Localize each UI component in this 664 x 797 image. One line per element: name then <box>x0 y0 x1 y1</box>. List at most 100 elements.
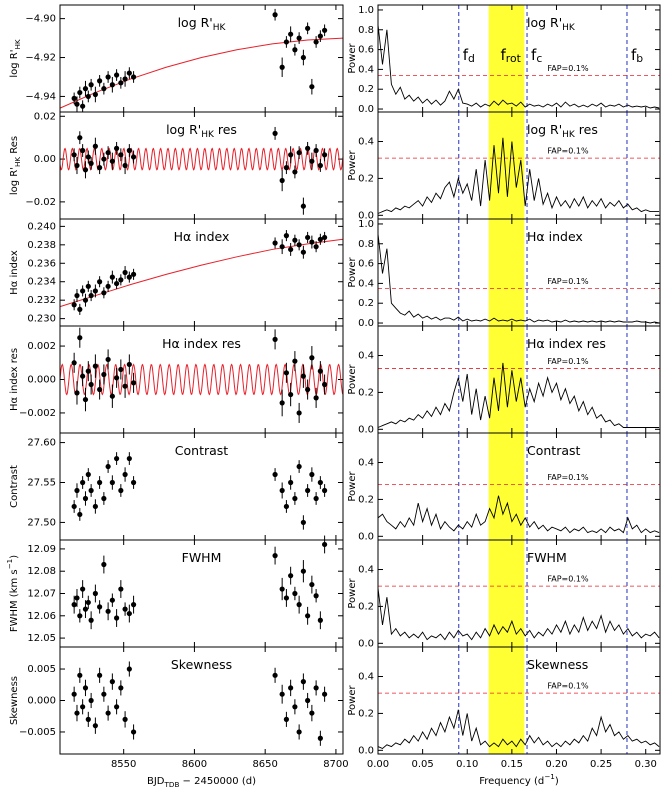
data-point <box>279 177 285 184</box>
y-axis-label: Power <box>347 577 358 608</box>
data-point <box>114 145 120 151</box>
y-axis-label: Hα index res <box>9 348 20 411</box>
data-point <box>126 70 132 76</box>
text-part: Power <box>347 256 358 287</box>
data-point <box>272 672 278 678</box>
text-part: Skewness <box>171 657 232 672</box>
text-part: b <box>636 52 643 65</box>
data-point <box>300 519 306 526</box>
data-point <box>105 283 111 289</box>
text-part: res <box>575 122 598 137</box>
y-tick-label: 0.6 <box>358 45 374 56</box>
data-point <box>92 590 98 597</box>
data-point <box>77 672 83 678</box>
y-tick-label: 27.60 <box>27 438 56 449</box>
y-tick-label: 0.4 <box>358 351 374 362</box>
data-point <box>118 152 124 158</box>
data-point <box>130 479 137 486</box>
data-point <box>130 729 137 735</box>
data-point <box>80 103 86 109</box>
band-label: frot <box>501 46 521 66</box>
y-tick-label: 0.4 <box>358 278 374 289</box>
y-tick-label: 0.230 <box>27 314 56 325</box>
data-point <box>82 86 89 92</box>
data-point <box>279 586 285 592</box>
text-part: − 2450000 (d) <box>179 776 256 787</box>
data-point <box>74 101 80 107</box>
data-point <box>118 80 124 86</box>
data-point <box>313 244 319 250</box>
data-point <box>309 355 315 361</box>
x-tick-label: 0.00 <box>367 759 389 770</box>
power-line <box>377 587 660 641</box>
text-part: Contrast <box>175 443 229 458</box>
text-part: ) <box>9 555 20 559</box>
rotation-band <box>488 219 525 326</box>
data-point <box>272 130 278 136</box>
data-point <box>309 710 315 716</box>
x-tick-label: 0.25 <box>590 759 612 770</box>
data-point <box>92 288 98 294</box>
data-point <box>283 165 289 171</box>
data-point <box>313 685 319 691</box>
panel-title: Contrast <box>175 443 229 458</box>
text-part: Power <box>347 42 358 73</box>
data-point <box>82 606 89 612</box>
y-axis-label: Power <box>347 256 358 287</box>
panel-title: FWHM <box>182 550 222 565</box>
data-point <box>130 154 137 160</box>
data-point <box>77 89 83 96</box>
panel-title: Hα index <box>174 229 230 244</box>
rotation-band <box>488 647 525 754</box>
data-point <box>97 386 103 393</box>
y-tick-label: 0.232 <box>27 295 56 306</box>
data-point <box>317 617 323 623</box>
data-point <box>317 236 323 242</box>
data-point <box>317 368 323 374</box>
data-point <box>322 234 328 241</box>
data-point <box>101 156 107 162</box>
data-point <box>114 615 120 621</box>
data-point <box>77 135 83 141</box>
data-point <box>109 679 115 685</box>
data-point <box>101 290 107 296</box>
data-point <box>322 381 328 388</box>
y-axis-label: log R'HK <box>9 39 22 78</box>
data-point <box>88 160 94 166</box>
data-point <box>114 455 120 462</box>
data-point <box>279 244 285 250</box>
data-point <box>101 86 107 92</box>
data-point <box>85 368 91 374</box>
data-point <box>283 370 289 376</box>
text-part: log R' <box>527 122 562 137</box>
y-tick-label: 0.005 <box>27 664 56 675</box>
data-point <box>288 685 294 691</box>
power-line <box>377 137 660 214</box>
text-part: HK <box>201 130 215 140</box>
x-tick-label: 0.30 <box>635 759 657 770</box>
y-tick-label: −4.90 <box>25 14 56 25</box>
text-part: Hα index res <box>527 336 606 351</box>
text-part: ) <box>555 776 559 787</box>
data-point <box>288 152 294 158</box>
fit-curve <box>59 363 344 396</box>
y-tick-label: 12.08 <box>27 566 56 577</box>
y-tick-label: 1.0 <box>358 5 374 16</box>
fit-curve <box>59 238 344 308</box>
text-part: Skewness <box>9 676 20 725</box>
text-part: −1 <box>5 559 14 570</box>
fap-label: FAP=0.1% <box>547 64 589 73</box>
data-point <box>114 280 120 287</box>
data-point <box>130 602 137 608</box>
y-tick-label: 0.2 <box>358 708 374 719</box>
power-line <box>377 24 660 109</box>
y-tick-label: 0.02 <box>34 111 56 122</box>
data-point <box>317 33 323 39</box>
data-point <box>272 12 278 18</box>
text-part: HK <box>13 157 22 167</box>
data-point <box>322 27 328 33</box>
text-part: Power <box>347 577 358 608</box>
text-part: Skewness <box>527 657 588 672</box>
data-point <box>105 356 111 363</box>
data-point <box>288 246 294 253</box>
